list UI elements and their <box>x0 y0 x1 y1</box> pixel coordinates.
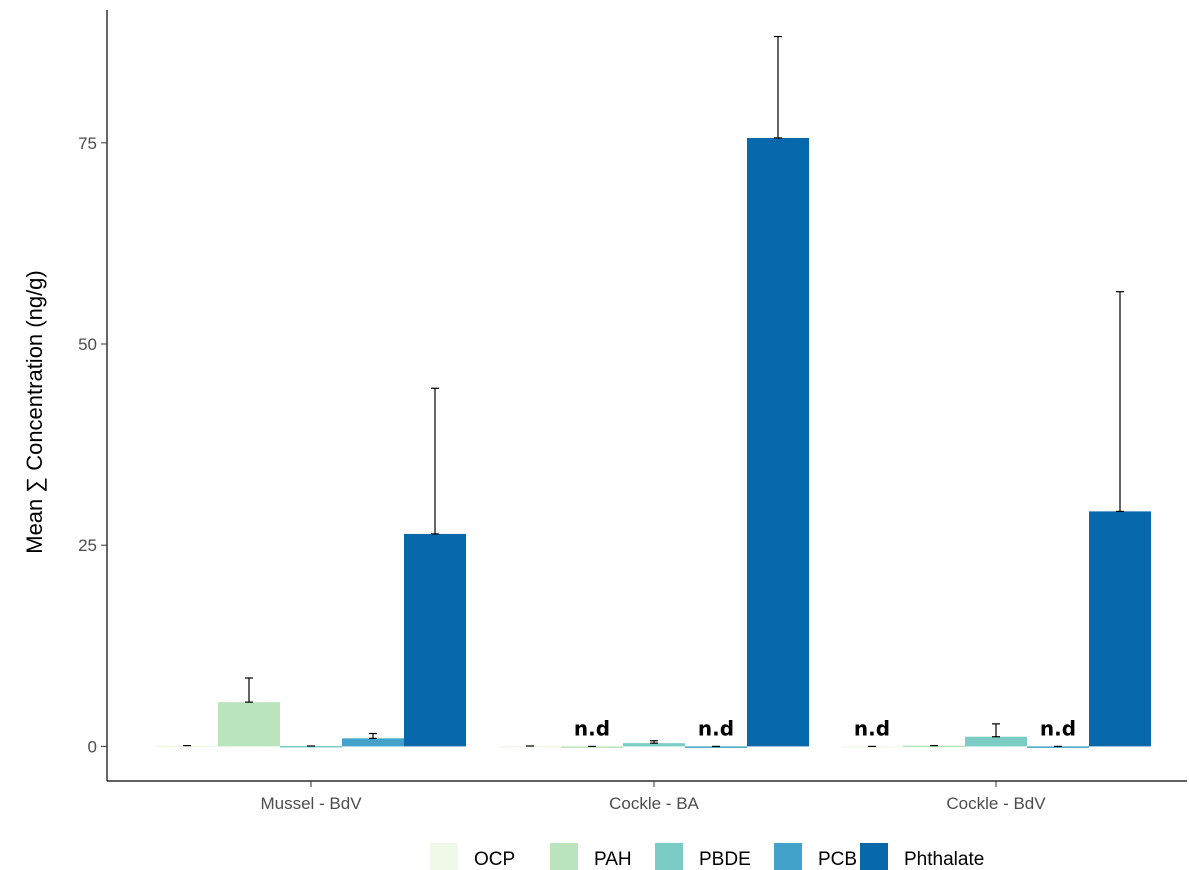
bar <box>499 745 561 748</box>
bar <box>561 746 623 748</box>
legend-swatch <box>860 843 888 870</box>
y-tick-label: 75 <box>78 134 97 153</box>
y-axis-title: Mean ∑ Concentration (ng/g) <box>22 270 47 554</box>
x-tick-label: Cockle - BA <box>609 794 699 813</box>
not-detected-label: n.d <box>698 716 734 740</box>
legend-label: Phthalate <box>904 849 984 870</box>
bar <box>623 743 685 747</box>
bar <box>903 745 965 748</box>
not-detected-label: n.d <box>854 716 890 740</box>
x-tick-label: Cockle - BdV <box>946 794 1046 813</box>
x-tick-label: Mussel - BdV <box>260 794 362 813</box>
bar <box>1027 746 1089 748</box>
bar <box>965 736 1027 747</box>
bar <box>1089 511 1151 747</box>
error-bar <box>431 387 439 535</box>
error-bar <box>369 732 377 739</box>
legend-item: Phthalate <box>860 843 984 870</box>
y-tick-label: 25 <box>78 536 97 555</box>
bar <box>841 746 903 748</box>
y-tick-label: 50 <box>78 335 97 354</box>
legend: OCP PAH PBDE PCB Phthalate <box>430 843 984 870</box>
legend-label: OCP <box>474 849 515 870</box>
error-bar <box>774 35 782 139</box>
not-detected-label: n.d <box>1040 716 1076 740</box>
plot-area: n.d n.d n.d n.d <box>156 35 1151 748</box>
error-bar <box>650 740 658 744</box>
legend-item: PAH <box>550 843 632 870</box>
bar <box>685 746 747 748</box>
legend-swatch <box>655 843 683 870</box>
legend-item: PCB <box>774 843 857 870</box>
bar <box>404 533 466 747</box>
legend-swatch <box>430 843 458 870</box>
legend-item: PBDE <box>655 843 751 870</box>
legend-label: PCB <box>818 849 857 870</box>
error-bar <box>1116 291 1124 512</box>
legend-item: OCP <box>430 843 515 870</box>
y-tick-label: 0 <box>88 737 97 756</box>
legend-swatch <box>774 843 802 870</box>
bar <box>280 745 342 748</box>
legend-swatch <box>550 843 578 870</box>
bar <box>218 702 280 747</box>
x-axis: Mussel - BdV Cockle - BA Cockle - BdV <box>107 780 1187 813</box>
bar <box>342 738 404 747</box>
error-bar <box>245 677 253 703</box>
bar <box>747 137 809 747</box>
legend-label: PAH <box>594 849 632 870</box>
legend-label: PBDE <box>699 849 751 870</box>
y-axis: 0 25 50 75 <box>78 10 108 781</box>
not-detected-label: n.d <box>574 716 610 740</box>
error-bar <box>992 723 1000 738</box>
bar <box>156 745 218 748</box>
